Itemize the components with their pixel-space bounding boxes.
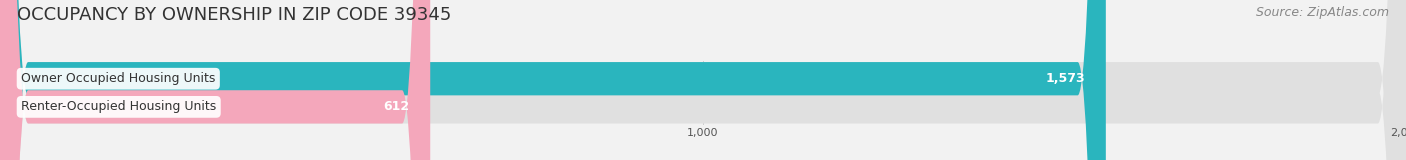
Text: Renter-Occupied Housing Units: Renter-Occupied Housing Units: [21, 100, 217, 113]
Text: OCCUPANCY BY OWNERSHIP IN ZIP CODE 39345: OCCUPANCY BY OWNERSHIP IN ZIP CODE 39345: [17, 6, 451, 24]
FancyBboxPatch shape: [0, 0, 1107, 160]
Text: Source: ZipAtlas.com: Source: ZipAtlas.com: [1256, 6, 1389, 19]
Text: 1,573: 1,573: [1045, 72, 1085, 85]
Text: 612: 612: [382, 100, 409, 113]
Text: Owner Occupied Housing Units: Owner Occupied Housing Units: [21, 72, 215, 85]
FancyBboxPatch shape: [0, 0, 430, 160]
